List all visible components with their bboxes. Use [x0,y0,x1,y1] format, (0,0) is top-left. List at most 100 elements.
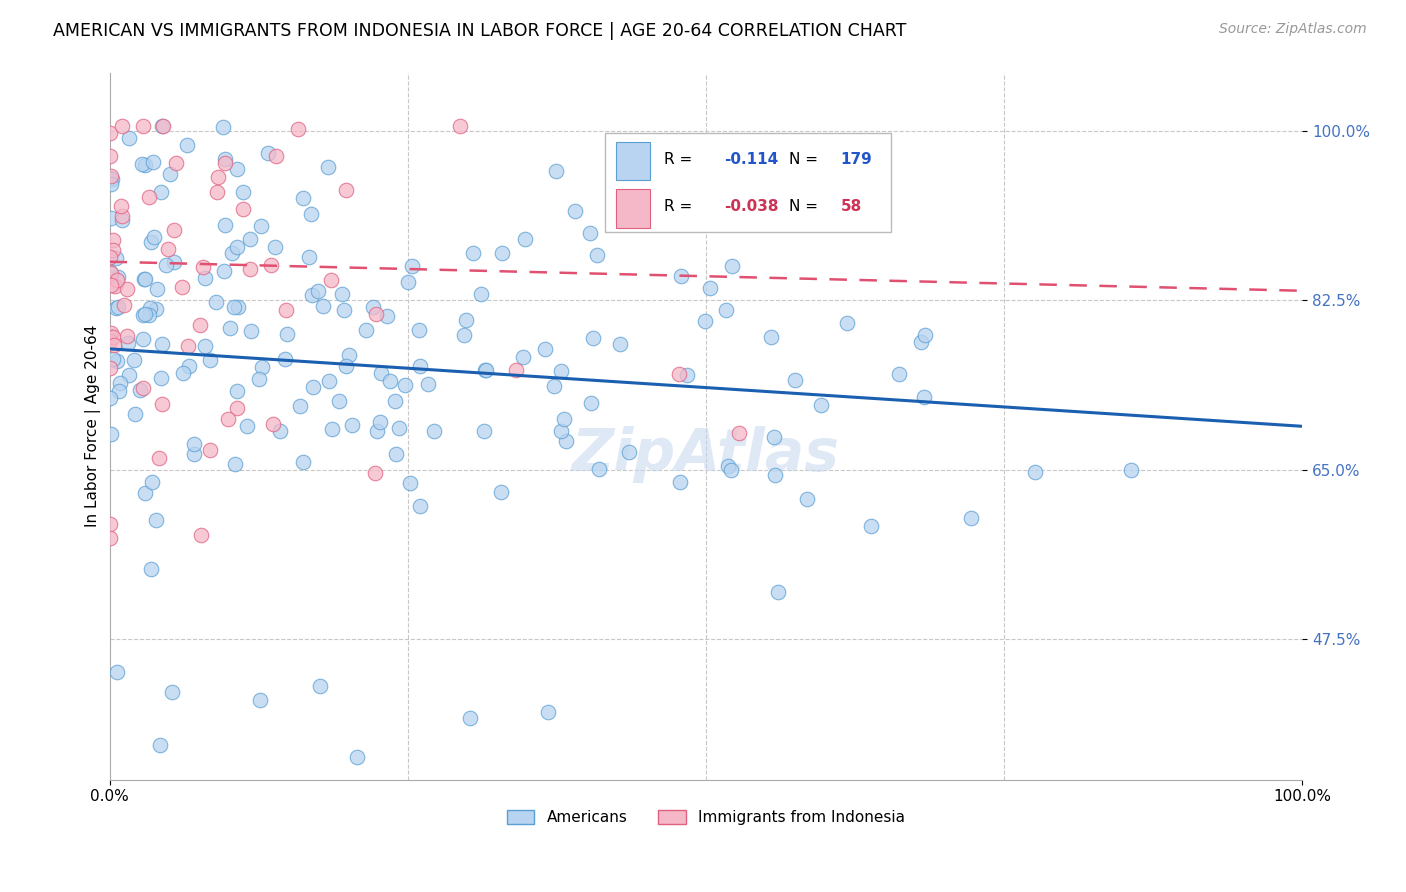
Point [194,339,217,353]
Point [111,120,134,134]
Point [835,316,858,330]
Point [408,323,430,337]
Point [586,248,609,262]
FancyBboxPatch shape [605,133,891,232]
Point [364,307,387,321]
Point [108,384,131,399]
Point [717,458,740,473]
Point [150,397,173,411]
Point [763,430,786,444]
Point [132,309,155,323]
Point [162,685,184,699]
Point [149,185,172,199]
Point [759,330,782,344]
Point [163,223,186,237]
Text: -0.038: -0.038 [724,199,779,214]
Point [103,244,125,258]
Point [768,585,790,599]
Point [401,260,423,274]
Point [117,336,139,351]
Point [221,245,243,260]
Point [288,399,311,413]
Point [555,434,578,449]
Point [550,424,572,438]
Point [292,191,315,205]
Point [609,336,631,351]
Point [124,352,146,367]
Point [543,379,565,393]
Point [226,401,249,416]
Point [139,562,162,576]
Point [112,298,135,312]
Point [207,169,229,184]
Point [98,250,121,264]
Point [249,219,271,234]
Point [581,395,603,409]
Point [274,351,297,366]
Point [239,232,262,246]
Point [335,183,357,197]
Point [249,693,271,707]
Point [366,425,388,439]
Point [183,447,205,461]
Point [299,206,322,220]
Point [214,218,236,232]
Point [150,371,173,385]
Point [149,739,172,753]
Point [914,327,936,342]
Point [375,310,398,324]
Point [292,455,315,469]
Point [416,377,439,392]
Point [141,235,163,249]
Point [240,324,263,338]
Point [298,250,321,264]
Point [101,351,124,366]
Point [257,146,280,161]
Point [330,287,353,301]
Text: -0.114: -0.114 [724,152,778,167]
Point [1024,465,1046,479]
Point [200,443,222,458]
Point [110,199,132,213]
Point [118,130,141,145]
Point [260,259,283,273]
Point [394,378,416,392]
Text: 58: 58 [841,199,862,214]
Text: Source: ZipAtlas.com: Source: ZipAtlas.com [1219,22,1367,37]
Point [309,680,332,694]
Point [472,424,495,438]
Point [118,368,141,382]
Point [98,516,121,531]
Point [98,149,121,163]
Point [453,327,475,342]
Text: R =: R = [664,199,697,214]
Point [98,328,121,343]
Point [100,326,122,340]
Point [335,359,357,373]
Point [537,705,560,719]
Point [859,519,882,533]
Point [108,376,131,391]
Point [316,160,339,174]
Point [546,164,568,178]
Point [100,169,122,183]
Point [132,272,155,286]
Point [763,468,786,483]
Point [148,451,170,466]
Point [959,510,981,524]
Point [588,461,610,475]
Point [849,183,872,197]
Point [183,436,205,450]
Point [204,294,226,309]
Point [134,307,156,321]
Point [165,156,187,170]
Point [98,126,121,140]
Point [98,391,121,405]
Point [318,374,340,388]
Point [163,254,186,268]
Point [214,155,236,169]
Point [474,362,496,376]
Point [107,300,129,314]
Point [194,271,217,285]
Point [105,301,128,315]
